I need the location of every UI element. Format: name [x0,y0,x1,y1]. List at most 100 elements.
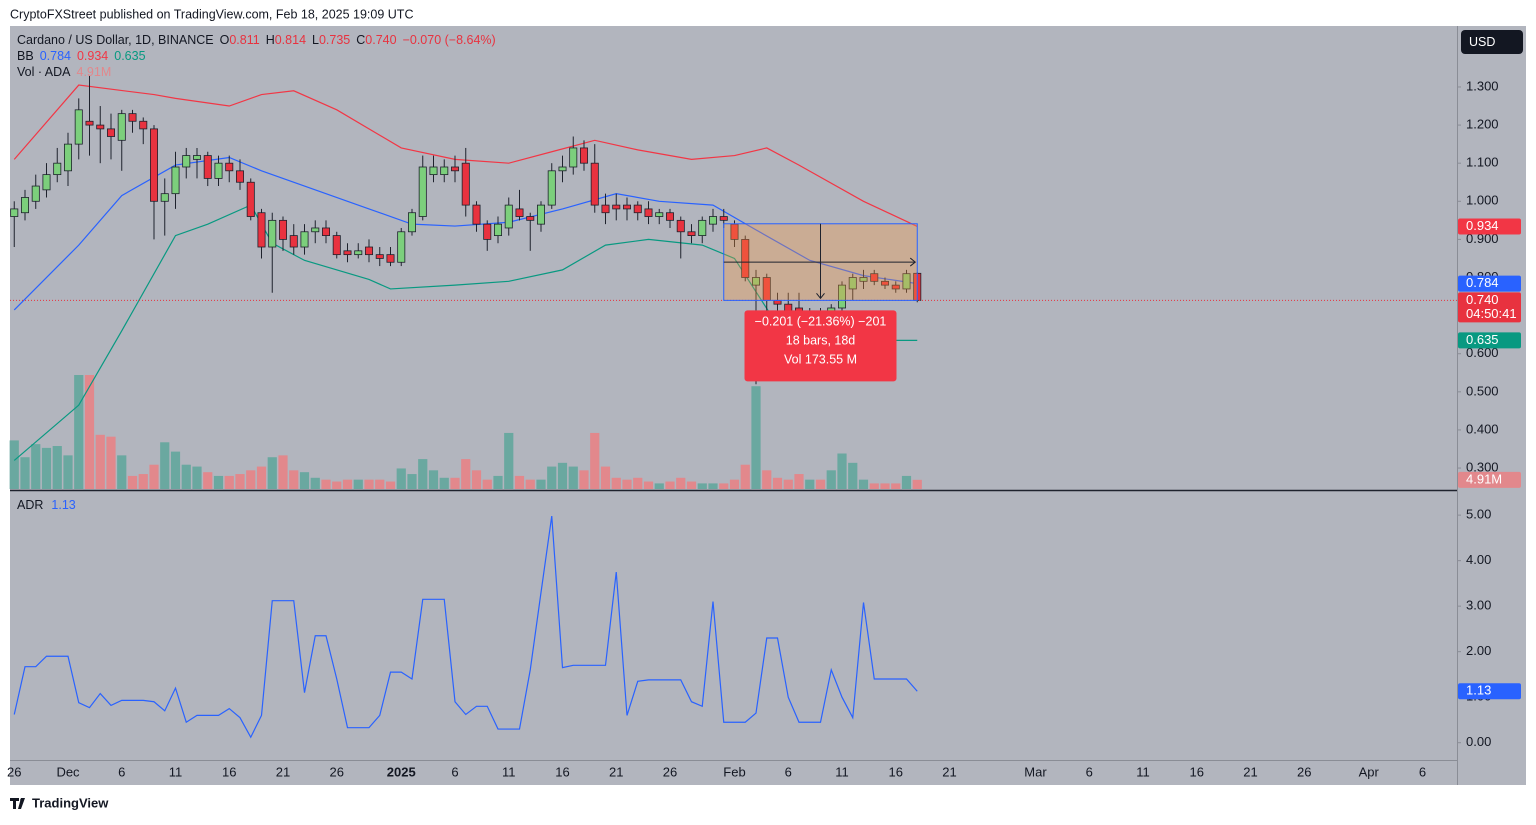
bb-legend-value: 0.635 [114,49,145,63]
candle-body [289,235,298,248]
candle-body [20,197,29,214]
volume-bar [547,466,557,489]
candle-body [666,212,675,221]
volume-bar [41,447,52,489]
ohlc-value: 0.811 [229,33,259,47]
x-tick-label: 6 [1086,764,1093,779]
volume-bar [826,470,836,489]
x-tick-label: 16 [222,764,236,779]
candle-body [386,254,395,263]
y-tick-label: 2.00 [1466,643,1491,658]
candle-body [881,280,890,286]
x-tick-label: 26 [7,764,21,779]
volume-bar [461,459,471,489]
volume-bar [536,479,546,489]
volume-bar [20,457,30,489]
adr-line [13,515,918,739]
volume-bar [321,479,331,489]
volume-bar [278,455,288,489]
candle-body [160,193,169,202]
x-tick-label: 6 [451,764,458,779]
volume-bar [482,479,492,489]
volume-bar [815,479,826,489]
candle-body [558,166,567,172]
volume-bar [439,477,449,489]
brand-text: TradingView [32,795,109,810]
y-tick-label: 0.00 [1466,734,1491,749]
countdown: 04:50:41 [1466,306,1517,321]
volume-bar [880,483,890,489]
y-tick-label: 5.00 [1466,507,1491,522]
volume-badge: 4.91M [1466,471,1502,486]
y-tick-label: 3.00 [1466,598,1491,613]
volume-bar [783,479,793,489]
volume-bar [170,451,181,489]
candle-body [483,223,492,240]
volume-legend: Vol · ADA 4.91M [17,65,111,79]
header-text: CryptoFXStreet published on TradingView.… [10,7,413,21]
volume-bar [342,479,353,489]
volume-bar [299,472,310,489]
volume-bar [568,466,578,489]
candle-body [139,120,148,130]
candle-body [655,212,664,217]
x-tick-label: Dec [56,764,80,779]
y-tick-label: 0.900 [1466,231,1499,246]
bb-badge: 0.934 [1466,218,1499,233]
candle-body [171,166,180,195]
candle-body [407,212,416,233]
y-tick-label: 1.300 [1466,78,1499,93]
volume-bar [117,455,127,489]
volume-bar [106,436,116,489]
bb-badge: 0.784 [1466,275,1499,290]
volume-bar [729,479,740,489]
volume-bar [869,483,879,489]
volume-bar [891,483,901,489]
x-tick-label: 6 [785,764,792,779]
candle-body [838,284,847,309]
volume-bar [901,475,912,489]
volume-bar [579,470,589,489]
x-tick-label: 6 [118,764,125,779]
volume-bar [514,475,525,489]
volume-badge-bg [1458,471,1521,488]
volume-bar [396,468,406,489]
volume-bar [332,481,342,489]
candle-body [601,204,610,214]
volume-bar [9,440,19,489]
y-tick-label: 0.400 [1466,421,1499,436]
volume-bar [622,479,632,489]
volume-bar [772,477,783,489]
candle-body [257,212,266,248]
volume-bar [643,481,654,489]
volume-bar [310,477,320,489]
x-tick-label: 26 [1297,764,1311,779]
price-badge: 0.740 [1466,292,1499,307]
ohlc-value: 0.740 [365,33,396,47]
currency-label: USD [1469,35,1495,49]
currency-button[interactable] [1461,30,1523,54]
ohlc-key: L [312,33,319,47]
volume-bar [203,472,213,489]
ohlc-value: 0.814 [275,33,306,47]
candle-body [321,227,330,236]
candle-body [300,231,309,248]
candle-body [192,155,201,160]
volume-bar [375,479,385,489]
x-tick-label: Feb [723,764,745,779]
candle-body [644,208,653,217]
volume-bar [31,444,41,489]
candle-body [332,235,341,256]
x-tick-label: 2025 [387,764,416,779]
y-tick-label: 4.00 [1466,552,1491,567]
volume-bar [289,470,299,489]
bb-legend: BB 0.784 0.934 0.635 [17,49,146,63]
volume-bar [676,477,686,489]
candle-body [440,166,449,176]
candle-body [612,204,621,210]
candle-body [773,299,782,305]
candle-body [64,143,73,172]
volume-bar [697,483,707,489]
candle-body [107,128,116,137]
volume-bar [493,475,503,489]
